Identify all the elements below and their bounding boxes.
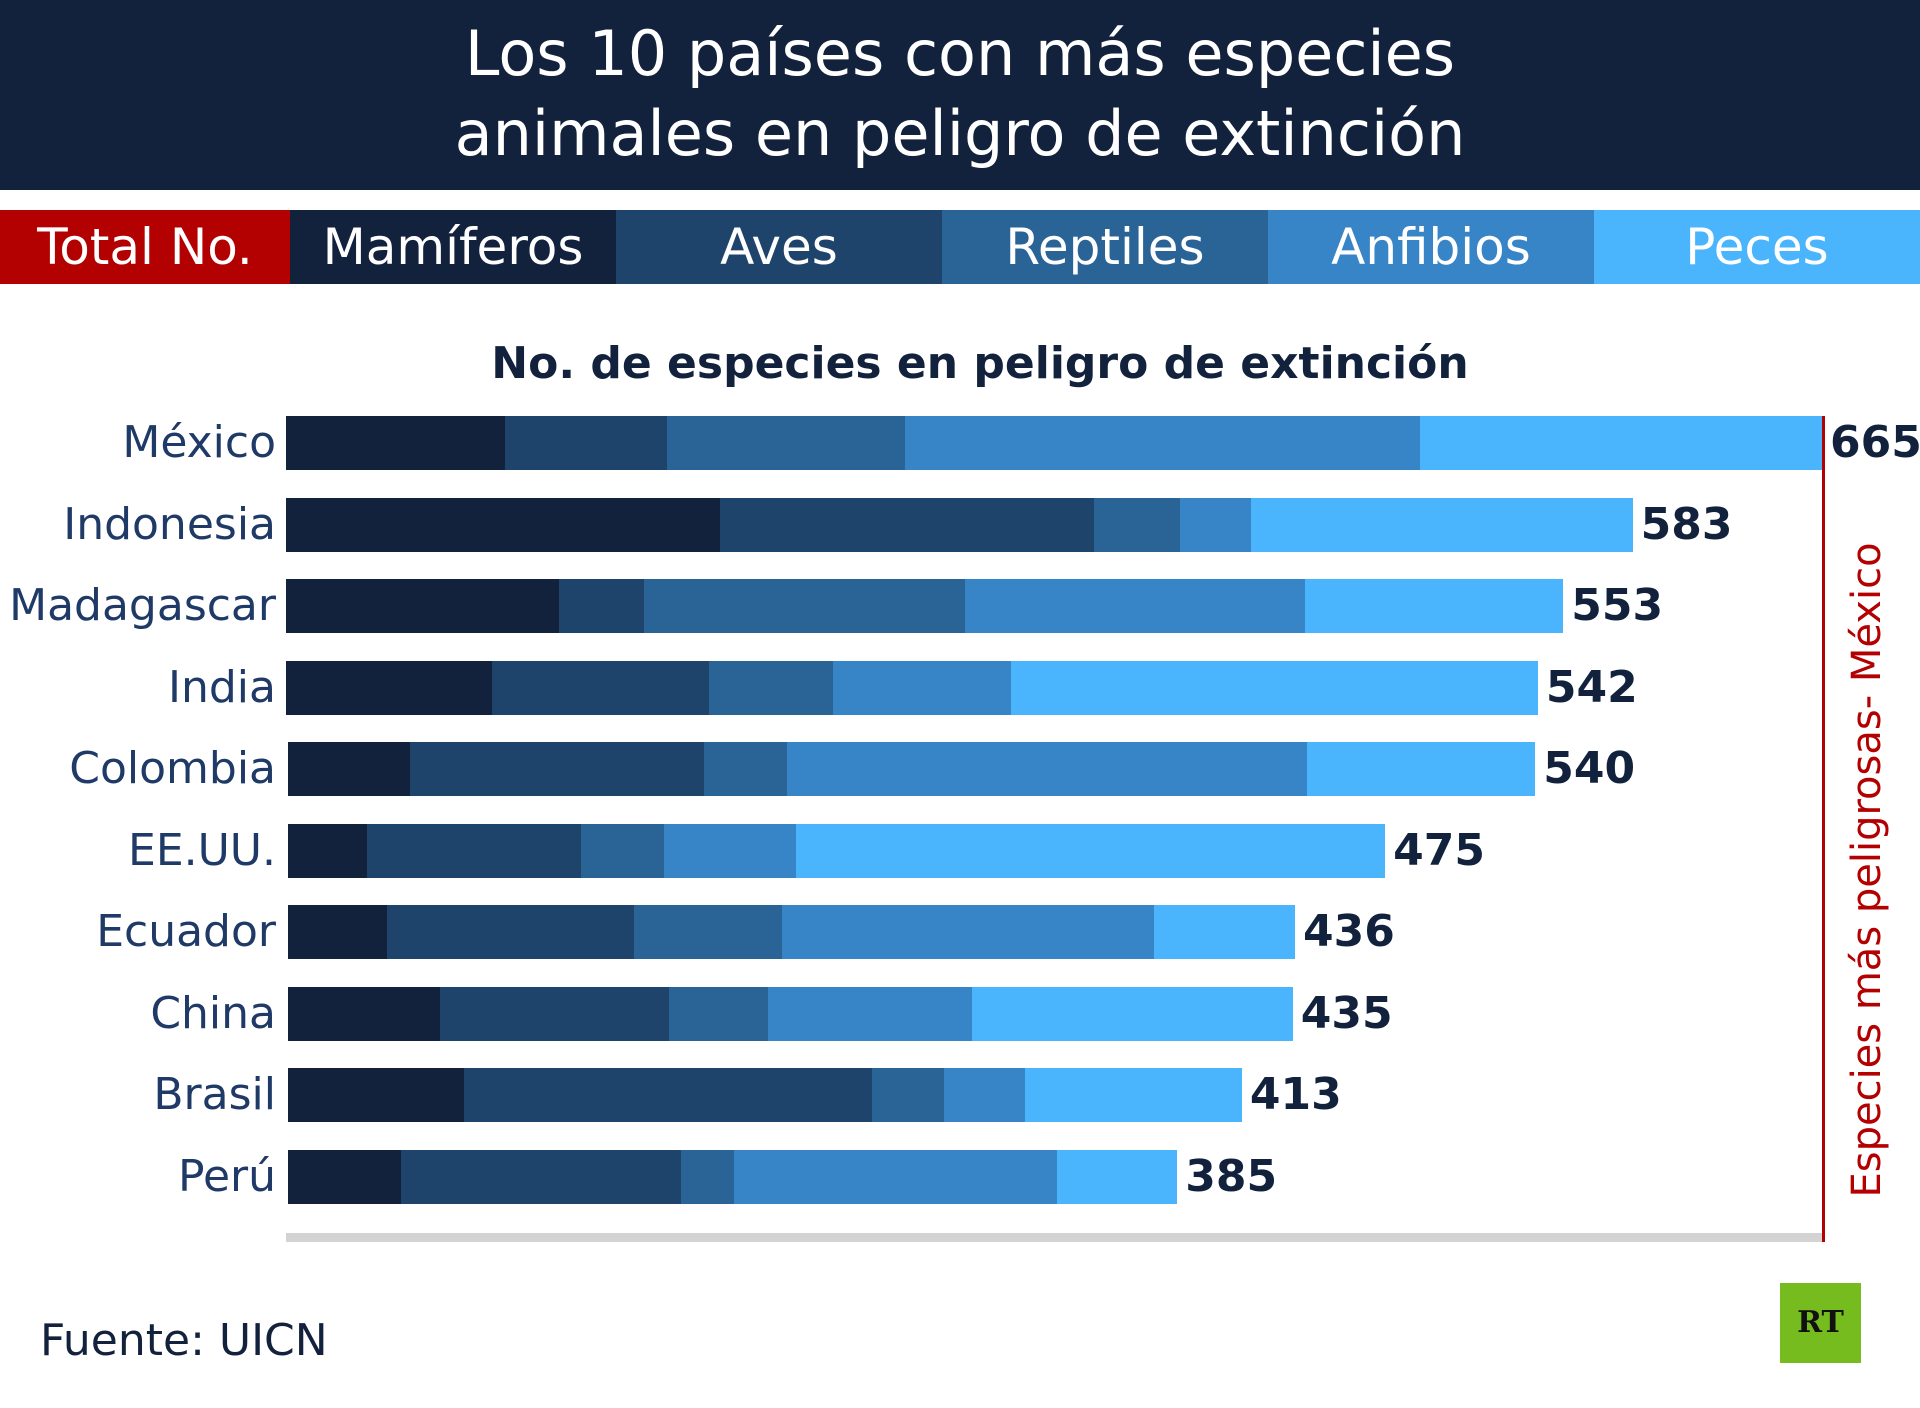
- bar-segment-Mamíferos: [288, 823, 367, 878]
- bar-segment-Aves: [491, 660, 709, 715]
- category-label: China: [150, 987, 276, 1039]
- bar-segment-Anfibios: [943, 1068, 1025, 1122]
- rt-logo: RT: [1780, 1283, 1861, 1363]
- bar-segment-Reptiles: [708, 660, 834, 715]
- bar-segment-Peces: [1024, 1068, 1242, 1122]
- legend-item: Total No.: [0, 210, 290, 284]
- bar-segment-Aves: [410, 742, 704, 796]
- bar-segment-Mamíferos: [288, 1068, 464, 1122]
- bar-segment-Reptiles: [667, 416, 905, 470]
- bar-segment-Reptiles: [581, 823, 665, 878]
- bar-segment-Anfibios: [786, 742, 1307, 796]
- bar-segment-Anfibios: [833, 660, 1012, 715]
- legend-item: Aves: [616, 210, 942, 284]
- legend-item: Anfibios: [1268, 210, 1594, 284]
- total-label: 436: [1303, 906, 1395, 957]
- category-label: Ecuador: [96, 906, 276, 957]
- bar-segment-Anfibios: [1179, 497, 1252, 552]
- bar-Indonesia: [286, 497, 1633, 552]
- bar-segment-Peces: [1306, 742, 1536, 796]
- bar-segment-Reptiles: [680, 1149, 734, 1204]
- x-axis-line: [286, 1233, 1825, 1242]
- category-label: Indonesia: [63, 498, 276, 550]
- total-label: 475: [1393, 824, 1485, 876]
- side-label: Especies más peligrosas- México: [1844, 542, 1890, 1198]
- total-label: 385: [1185, 1150, 1278, 1202]
- bar-segment-Peces: [1154, 905, 1296, 959]
- bar-México: [286, 416, 1822, 470]
- bar-Brasil: [288, 1068, 1242, 1122]
- bar-segment-Peces: [971, 986, 1293, 1041]
- bar-segment-Anfibios: [664, 823, 797, 878]
- legend: Total No. Mamíferos Aves Reptiles Anfibios Pe…: [0, 210, 1920, 284]
- bar-segment-Aves: [505, 416, 668, 470]
- category-label: India: [168, 661, 276, 713]
- chart-title: No. de especies en peligro de extinción: [491, 338, 1469, 389]
- total-label: 435: [1300, 987, 1393, 1039]
- category-label: Perú: [177, 1150, 276, 1202]
- bar-segment-Anfibios: [782, 905, 1155, 959]
- category-label: Colombia: [69, 743, 276, 794]
- total-label: 665: [1830, 417, 1920, 468]
- bar-segment-Reptiles: [872, 1068, 944, 1122]
- bar-segment-Peces: [1057, 1149, 1178, 1204]
- total-label: 542: [1545, 661, 1638, 713]
- title-banner: Los 10 países con más especies animales …: [0, 0, 1920, 190]
- bar-segment-Mamíferos: [286, 416, 506, 470]
- bar-segment-Mamíferos: [286, 579, 559, 633]
- bar-segment-Reptiles: [644, 579, 966, 633]
- bar-segment-Mamíferos: [288, 986, 441, 1041]
- bar-segment-Aves: [558, 579, 644, 633]
- bar-segment-Mamíferos: [288, 1149, 402, 1204]
- bar-segment-Reptiles: [703, 742, 787, 796]
- bar-segment-Reptiles: [669, 986, 769, 1041]
- title-line-2: animales en peligro de extinción: [454, 97, 1466, 170]
- title-line-1: Los 10 países con más especies: [464, 17, 1456, 90]
- bar-segment-Aves: [463, 1068, 873, 1122]
- total-label: 540: [1543, 743, 1636, 794]
- bar-segment-Peces: [796, 823, 1386, 878]
- total-label: 413: [1249, 1069, 1342, 1120]
- bar-segment-Anfibios: [733, 1149, 1058, 1204]
- bar-segment-Aves: [366, 823, 582, 878]
- bar-Colombia: [288, 742, 1536, 796]
- bar-segment-Aves: [387, 905, 635, 959]
- total-label: 583: [1640, 498, 1733, 550]
- max-reference-line: [1822, 416, 1825, 1242]
- bar-segment-Anfibios: [768, 986, 972, 1041]
- category-label: Madagascar: [9, 580, 276, 631]
- bar-segment-Peces: [1304, 579, 1564, 633]
- total-label: 553: [1571, 580, 1664, 631]
- legend-item: Mamíferos: [290, 210, 616, 284]
- bar-Perú: [288, 1149, 1178, 1204]
- bar-China: [288, 986, 1293, 1041]
- bar-segment-Anfibios: [965, 579, 1305, 633]
- bar-segment-Aves: [401, 1149, 681, 1204]
- bar-segment-Reptiles: [634, 905, 783, 959]
- bar-segment-Mamíferos: [286, 660, 492, 715]
- bar-segment-Mamíferos: [288, 905, 388, 959]
- bar-segment-Peces: [1011, 660, 1538, 715]
- bar-segment-Mamíferos: [288, 742, 411, 796]
- bar-India: [286, 660, 1538, 715]
- bar-segment-Anfibios: [905, 416, 1421, 470]
- bar-Madagascar: [286, 579, 1564, 633]
- bar-segment-Aves: [720, 497, 1095, 552]
- bar-segment-Peces: [1420, 416, 1822, 470]
- category-label: Brasil: [153, 1069, 276, 1120]
- bar-segment-Mamíferos: [286, 497, 721, 552]
- legend-item: Reptiles: [942, 210, 1268, 284]
- bar-Ecuador: [288, 905, 1296, 959]
- category-label: México: [122, 417, 276, 468]
- legend-item: Peces: [1594, 210, 1920, 284]
- bar-EE.UU.: [288, 823, 1386, 878]
- bar-segment-Peces: [1251, 497, 1633, 552]
- category-label: EE.UU.: [128, 824, 276, 876]
- bar-segment-Reptiles: [1094, 497, 1180, 552]
- source-note: Fuente: UICN: [40, 1315, 328, 1366]
- bar-segment-Aves: [440, 986, 670, 1041]
